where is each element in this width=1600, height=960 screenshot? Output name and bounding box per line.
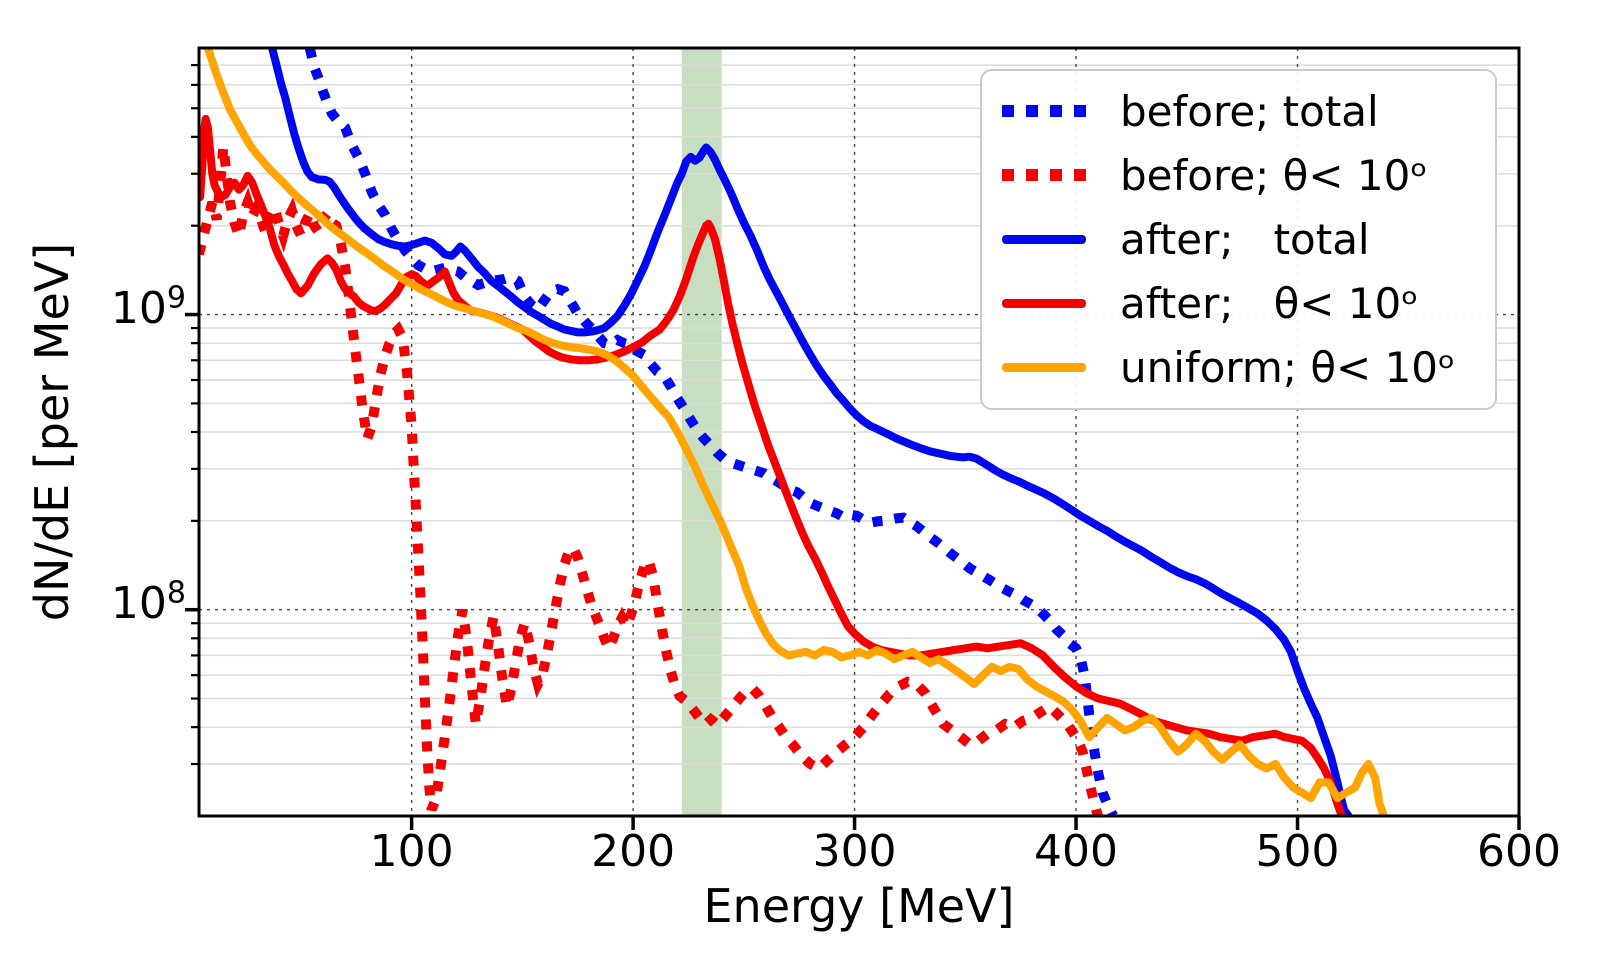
- x-axis-label: Energy [MeV]: [703, 879, 1015, 933]
- legend-item: before; θ< 10ᵒ: [1002, 151, 1489, 200]
- legend-item: uniform; θ< 10ᵒ: [1002, 343, 1489, 392]
- x-tick-label: 600: [1477, 826, 1561, 877]
- legend-item: after; total: [1002, 215, 1489, 264]
- legend-swatch-dotted: [1002, 169, 1086, 182]
- x-tick-label: 100: [369, 826, 454, 877]
- legend-item: before; total: [1002, 87, 1489, 136]
- curve-before-total: [304, 48, 1118, 816]
- x-tick-label: 400: [1034, 826, 1119, 877]
- legend-label: before; θ< 10ᵒ: [1120, 150, 1428, 200]
- legend-label: after; total: [1120, 214, 1370, 264]
- curve-after-theta-lt-10: [199, 114, 1346, 816]
- legend-swatch-solid: [1002, 363, 1086, 373]
- legend-item: after; θ< 10ᵒ: [1002, 279, 1489, 328]
- legend-label: uniform; θ< 10ᵒ: [1120, 343, 1456, 393]
- x-tick-label: 300: [812, 826, 897, 877]
- y-tick-label: 108: [110, 575, 186, 629]
- x-tick-label: 200: [591, 826, 676, 877]
- curve-before-theta-lt-10: [199, 146, 1104, 816]
- y-tick-label: 109: [110, 279, 186, 334]
- curve-uniform-theta-lt-10: [203, 48, 1388, 816]
- legend-label: after; θ< 10ᵒ: [1120, 279, 1419, 329]
- y-axis-label: dN/dE [per MeV]: [25, 242, 79, 622]
- legend-swatch-solid: [1002, 299, 1086, 309]
- legend: before; total before; θ< 10ᵒ after; total a…: [980, 69, 1497, 410]
- curve-after-total: [268, 48, 1353, 816]
- x-tick-label: 500: [1255, 826, 1340, 877]
- legend-label: before; total: [1120, 86, 1379, 136]
- legend-swatch-solid: [1002, 234, 1086, 244]
- legend-swatch-dotted: [1002, 105, 1086, 118]
